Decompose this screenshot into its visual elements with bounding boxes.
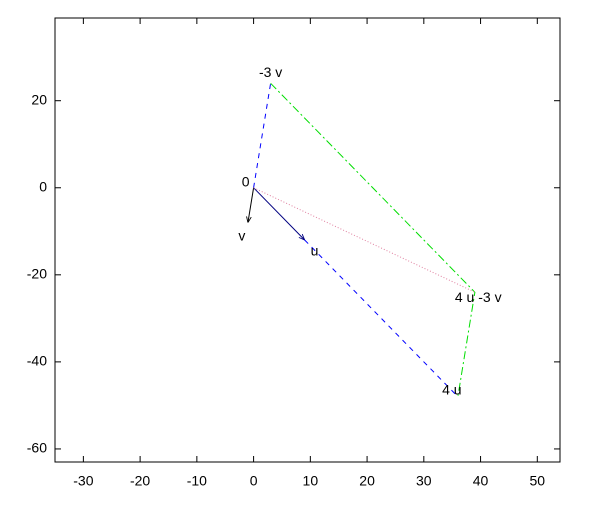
x-tick-label: 10 [303,473,319,489]
x-tick-label: -10 [187,473,207,489]
vector-line [270,82,476,397]
x-tick-label: -30 [73,473,93,489]
point-label: 0 [242,173,250,189]
vector-line [248,187,255,223]
x-tick-label: 40 [473,473,489,489]
y-tick-label: 0 [39,178,47,194]
x-tick-label: 0 [250,473,258,489]
x-tick-label: 20 [359,473,375,489]
vector-line [253,187,476,293]
plot-frame [54,17,561,463]
y-tick-label: -20 [27,266,47,282]
x-tick-label: 50 [530,473,546,489]
x-tick-label: -20 [130,473,150,489]
point-label: 4 u [442,381,461,397]
vector-line [304,239,459,398]
x-tick-label: 30 [416,473,432,489]
y-tick-label: -60 [27,440,47,456]
vector-line [253,187,305,240]
y-tick-label: -40 [27,353,47,369]
point-label: 4 u -3 v [455,289,502,305]
y-tick-label: 20 [31,91,47,107]
vector-line [253,83,272,188]
point-label: v [238,227,245,243]
point-label: u [311,243,319,259]
point-label: -3 v [259,64,282,80]
